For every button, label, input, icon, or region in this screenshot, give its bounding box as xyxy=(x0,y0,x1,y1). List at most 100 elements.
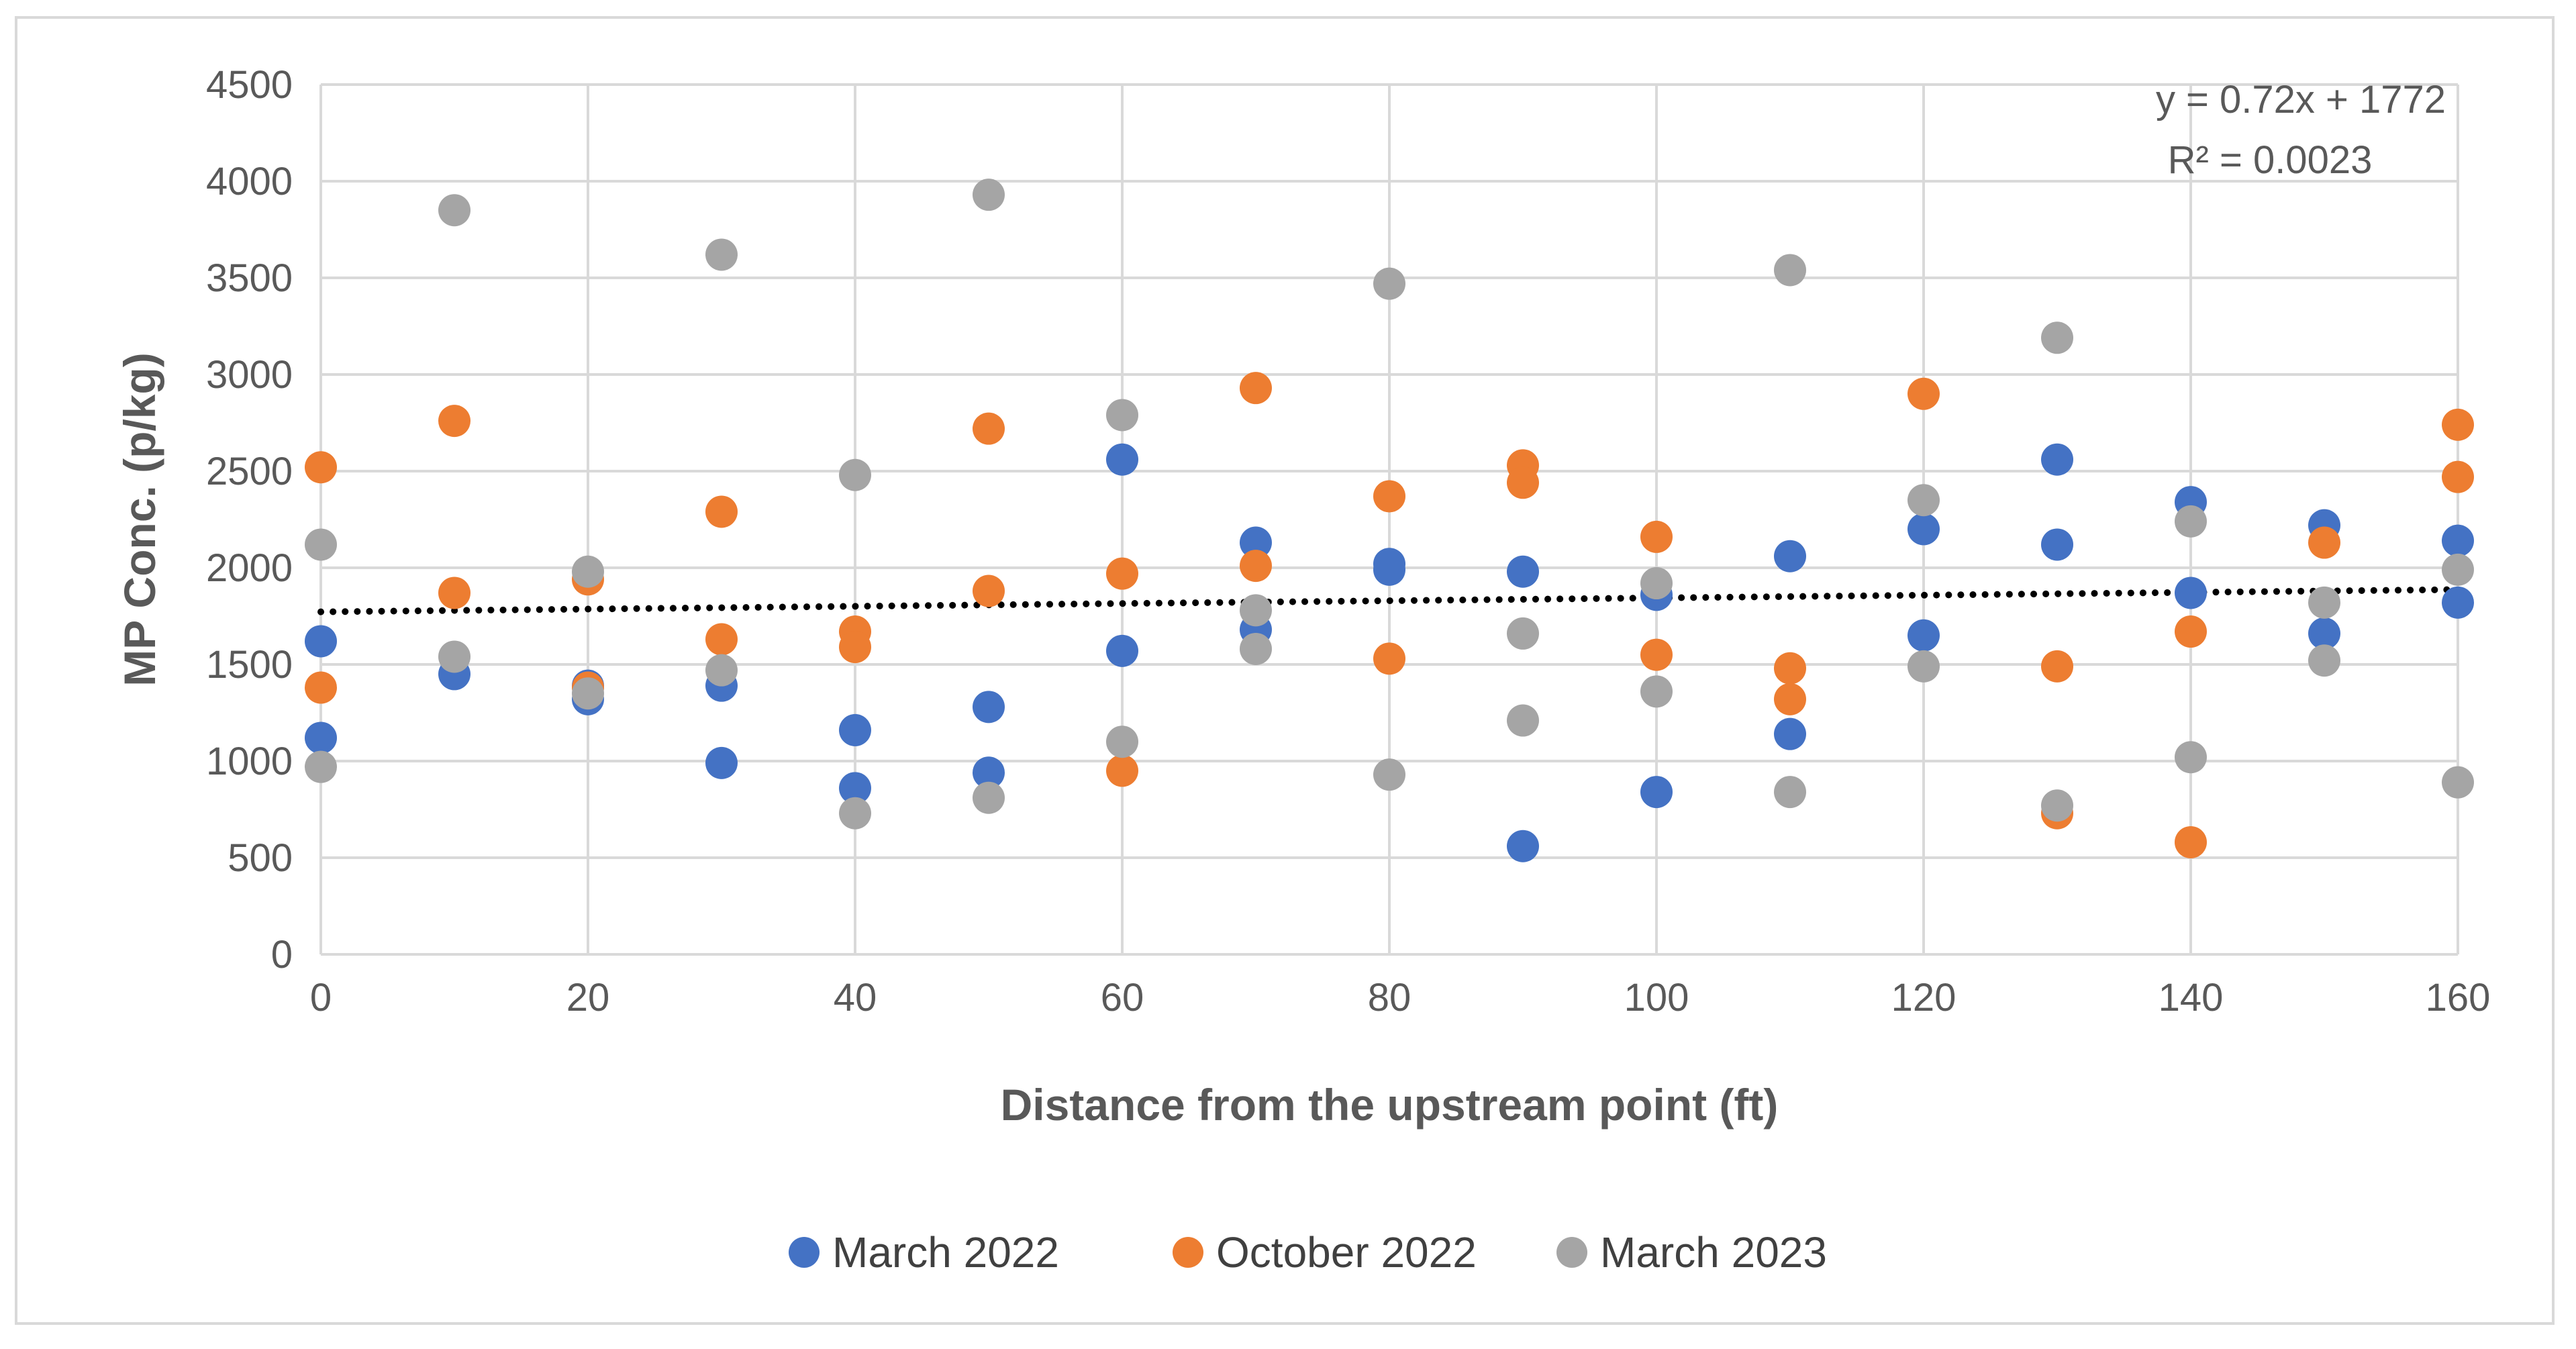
data-point-series-3 xyxy=(305,750,337,783)
data-point-series-2 xyxy=(1774,683,1806,715)
legend-marker-series-2 xyxy=(1173,1237,1203,1268)
scatter-chart: 0 20 40 60 80 100 120 140 160 0 500 1000 1500 2000 25… xyxy=(115,63,2491,1277)
data-point-series-1 xyxy=(2041,528,2073,561)
data-point-series-1 xyxy=(1774,540,1806,572)
trendline-r-squared: R² = 0.0023 xyxy=(2168,138,2373,182)
data-point-series-3 xyxy=(305,528,337,561)
data-point-series-3 xyxy=(2041,321,2073,354)
data-point-series-3 xyxy=(2175,741,2207,774)
data-point-series-1 xyxy=(1106,443,1138,476)
data-point-series-2 xyxy=(1240,550,1272,583)
data-point-series-3 xyxy=(973,781,1005,814)
data-point-series-2 xyxy=(1507,466,1539,499)
legend-marker-series-1 xyxy=(789,1237,820,1268)
legend-label-series-2: October 2022 xyxy=(1216,1228,1477,1277)
data-point-series-1 xyxy=(1373,553,1405,586)
data-point-series-2 xyxy=(839,631,871,664)
data-point-series-3 xyxy=(1908,484,1940,517)
chart-frame: 0 20 40 60 80 100 120 140 160 0 500 1000 1500 2000 25… xyxy=(15,16,2555,1325)
data-point-series-2 xyxy=(973,412,1005,445)
data-points xyxy=(305,179,2474,862)
y-tick-label: 500 xyxy=(228,836,293,880)
data-point-series-3 xyxy=(438,640,470,673)
data-point-series-1 xyxy=(2308,617,2340,650)
x-tick-label: 100 xyxy=(1624,976,1689,1019)
data-point-series-3 xyxy=(973,179,1005,211)
data-point-series-1 xyxy=(2175,577,2207,609)
x-tick-label: 40 xyxy=(834,976,877,1019)
data-point-series-2 xyxy=(438,577,470,609)
data-point-series-3 xyxy=(1240,594,1272,627)
y-tick-label: 2000 xyxy=(206,546,293,590)
trendline-equation: y = 0.72x + 1772 xyxy=(2156,78,2446,121)
data-point-series-3 xyxy=(572,555,604,588)
data-point-series-3 xyxy=(705,238,738,271)
data-point-series-2 xyxy=(1240,372,1272,405)
data-point-series-2 xyxy=(1106,754,1138,787)
data-point-series-1 xyxy=(1774,717,1806,750)
data-point-series-3 xyxy=(1640,567,1673,600)
data-point-series-3 xyxy=(1774,254,1806,287)
y-tick-labels: 0 500 1000 1500 2000 2500 3000 3500 4000 4500 xyxy=(206,63,293,977)
data-point-series-1 xyxy=(1507,830,1539,862)
data-point-series-1 xyxy=(705,746,738,779)
legend-label-series-1: March 2022 xyxy=(832,1228,1059,1277)
data-point-series-3 xyxy=(1908,650,1940,683)
data-point-series-2 xyxy=(2175,826,2207,858)
data-point-series-1 xyxy=(839,772,871,805)
data-point-series-1 xyxy=(839,713,871,746)
data-point-series-3 xyxy=(1373,758,1405,791)
data-point-series-2 xyxy=(2442,408,2474,441)
data-point-series-3 xyxy=(1106,399,1138,432)
data-point-series-2 xyxy=(1373,480,1405,513)
data-point-series-3 xyxy=(2442,766,2474,799)
x-tick-label: 60 xyxy=(1101,976,1144,1019)
data-point-series-1 xyxy=(2442,524,2474,557)
data-point-series-1 xyxy=(973,756,1005,789)
legend: March 2022 October 2022 March 2023 xyxy=(789,1228,1827,1277)
data-point-series-2 xyxy=(2041,650,2073,683)
data-point-series-3 xyxy=(2308,586,2340,619)
data-point-series-2 xyxy=(438,405,470,438)
data-point-series-3 xyxy=(2041,789,2073,822)
data-point-series-1 xyxy=(1908,513,1940,546)
x-tick-label: 160 xyxy=(2426,976,2491,1019)
y-tick-label: 1500 xyxy=(206,643,293,687)
x-tick-label: 0 xyxy=(310,976,332,1019)
data-point-series-3 xyxy=(1507,704,1539,737)
data-point-series-3 xyxy=(705,654,738,687)
data-point-series-3 xyxy=(839,797,871,830)
y-tick-label: 3500 xyxy=(206,256,293,300)
data-point-series-2 xyxy=(305,451,337,484)
x-tick-label: 80 xyxy=(1368,976,1411,1019)
x-tick-label: 20 xyxy=(566,976,610,1019)
data-point-series-3 xyxy=(572,677,604,710)
data-point-series-2 xyxy=(1640,520,1673,553)
data-point-series-1 xyxy=(305,721,337,754)
data-point-series-2 xyxy=(305,671,337,704)
y-axis-title: MP Conc. (p/kg) xyxy=(115,352,164,686)
data-point-series-2 xyxy=(705,495,738,528)
data-point-series-2 xyxy=(705,623,738,656)
y-tick-label: 0 xyxy=(271,933,293,977)
data-point-series-3 xyxy=(1240,632,1272,665)
x-axis-title: Distance from the upstream point (ft) xyxy=(1001,1080,1779,1130)
gridlines xyxy=(319,83,2459,956)
data-point-series-2 xyxy=(1106,557,1138,590)
data-point-series-2 xyxy=(2308,526,2340,559)
data-point-series-3 xyxy=(1507,617,1539,650)
data-point-series-1 xyxy=(1106,634,1138,667)
data-point-series-3 xyxy=(1373,267,1405,300)
data-point-series-1 xyxy=(1640,776,1673,809)
y-tick-label: 3000 xyxy=(206,353,293,397)
legend-marker-series-3 xyxy=(1556,1237,1587,1268)
data-point-series-3 xyxy=(839,458,871,491)
y-tick-label: 2500 xyxy=(206,450,293,493)
y-tick-label: 1000 xyxy=(206,740,293,783)
data-point-series-2 xyxy=(2175,615,2207,648)
data-point-series-2 xyxy=(1774,652,1806,685)
data-point-series-2 xyxy=(1373,642,1405,675)
data-point-series-2 xyxy=(2442,460,2474,493)
data-point-series-1 xyxy=(1507,555,1539,588)
x-tick-label: 140 xyxy=(2159,976,2224,1019)
